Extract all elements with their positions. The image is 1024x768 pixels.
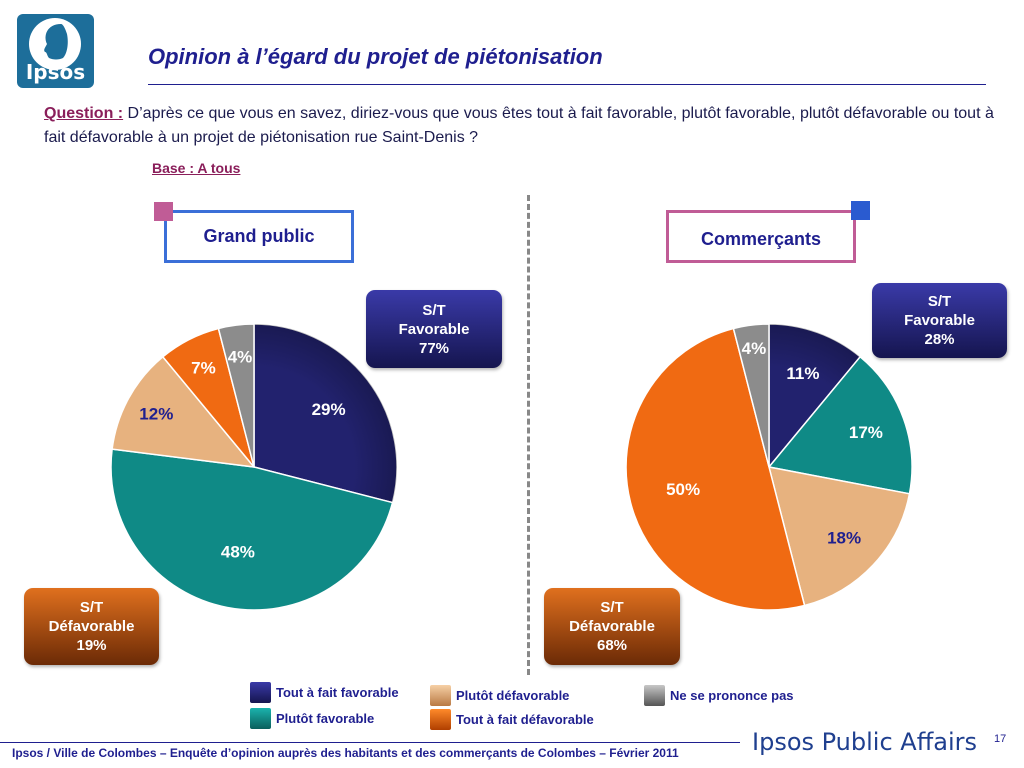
legend-item: Tout à fait défavorable [430,709,594,730]
pie-slice [767,355,913,495]
group-marker-square [851,201,870,220]
badge-value: 19% [76,637,107,654]
title-divider [148,84,986,85]
legend-item: Plutôt défavorable [430,685,569,706]
pie-slice [217,323,255,468]
badge-value: 28% [924,331,955,348]
page-number: 17 [994,733,1007,745]
dashed-divider [527,195,530,675]
legend-label: Plutôt défavorable [456,688,570,703]
group-title-grand-public: Grand public [164,210,354,263]
legend-item: Ne se prononce pas [644,685,794,706]
pie-chart-commercants: 11% 17% 18% 50% 4% [625,323,913,611]
head-silhouette-icon [29,18,81,70]
question-text: D’après ce que vous en savez, diriez-vou… [44,105,994,146]
question-block: Question : D’après ce que vous en savez,… [44,102,994,150]
legend-swatch [250,682,271,703]
legend-item: Tout à fait favorable [250,682,399,703]
pie-slice-label: 50% [666,480,700,499]
pie-slice-label: 18% [827,529,861,548]
pie-slice-label: 12% [139,404,173,423]
pie-slice-label: 4% [742,339,767,358]
badge-commercants-favorable: S/T Favorable 28% [872,283,1007,358]
badge-line: S/T [422,301,446,319]
pie-slice-label: 48% [221,542,255,561]
group-title-commercants: Commerçants [666,210,856,263]
legend-label: Ne se prononce pas [670,688,794,703]
pie-chart-grand-public: 29% 48% 12% 7% 4% [110,323,398,611]
legend-label: Tout à fait favorable [276,685,399,700]
badge-line: Défavorable [569,618,655,635]
ipsos-logo: Ipsos [17,14,94,88]
footer-divider [0,742,740,743]
legend-label: Tout à fait défavorable [456,712,594,727]
legend-label: Plutôt favorable [276,711,375,726]
badge-value: 68% [596,637,628,654]
pie-slice [625,327,806,611]
page-title: Opinion à l’égard du projet de piétonisa… [148,44,603,69]
badge-grand-public-defavorable: S/T Défavorable 19% [24,588,159,665]
badge-line: S/T [927,293,952,310]
badge-value: 77% [418,339,450,357]
pie-slice-label: 11% [786,364,819,383]
pie-slice-label: 17% [849,423,883,442]
footer-text: Ipsos / Ville de Colombes – Enquête d’op… [12,746,679,760]
pie-slice [767,466,911,607]
group-marker-square [154,202,173,221]
badge-line: Favorable [904,312,975,329]
pie-slice-label: 29% [312,400,346,419]
pie-slice-label: 7% [191,359,216,378]
legend-swatch [250,708,271,729]
pie-slice [732,323,770,468]
badge-commercants-defavorable: S/T Défavorable 68% [544,588,680,665]
logo-text: Ipsos [25,60,86,84]
brand-text: Ipsos Public Affairs [752,728,977,756]
badge-line: S/T [79,599,104,616]
pie-slice [111,355,256,468]
legend-swatch [430,685,451,706]
badge-line: S/T [600,599,624,616]
badge-line: Défavorable [48,618,135,635]
legend-swatch [644,685,665,706]
question-label: Question : [44,105,124,122]
pie-slice-label: 4% [228,347,253,366]
pie-slice [110,448,394,611]
legend-swatch [430,709,451,730]
legend-item: Plutôt favorable [250,708,374,729]
badge-line: Favorable [398,320,470,338]
badge-grand-public-favorable: S/T Favorable 77% [366,290,502,368]
base-note: Base : A tous [152,160,241,176]
